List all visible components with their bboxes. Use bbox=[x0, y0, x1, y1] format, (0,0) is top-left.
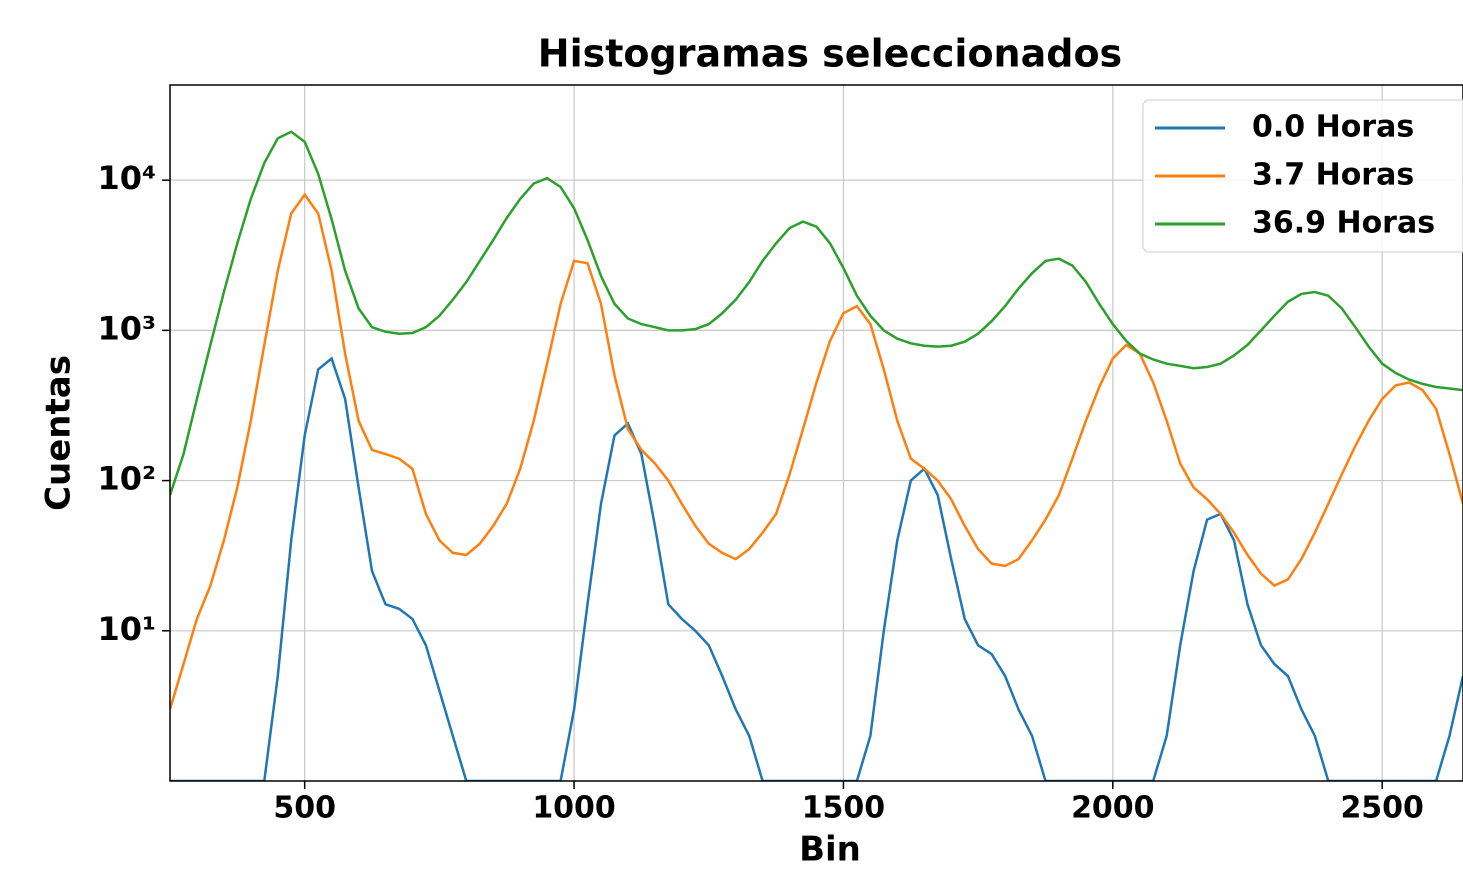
y-tick-label: 10² bbox=[97, 460, 156, 498]
legend-box bbox=[1142, 99, 1463, 253]
x-tick-label: 2500 bbox=[1340, 791, 1424, 826]
series-line bbox=[170, 356, 1463, 781]
series-line bbox=[170, 130, 1463, 496]
y-tick-label: 10¹ bbox=[97, 610, 156, 648]
series-line bbox=[170, 192, 1463, 710]
x-axis-label: Bin bbox=[799, 830, 861, 870]
y-axis-label: Cuentas bbox=[39, 355, 79, 511]
x-tick-label: 2000 bbox=[1071, 791, 1155, 826]
chart-title: Histogramas seleccionados bbox=[538, 32, 1122, 76]
legend-label: 0.0 Horas bbox=[1252, 110, 1414, 145]
legend-label: 3.7 Horas bbox=[1252, 158, 1414, 193]
x-tick-label: 1000 bbox=[532, 791, 616, 826]
y-tick-label: 10⁴ bbox=[97, 159, 156, 197]
x-tick-label: 1500 bbox=[802, 791, 886, 826]
x-tick-label: 500 bbox=[273, 791, 336, 826]
y-tick-label: 10³ bbox=[97, 309, 156, 347]
plot-frame bbox=[169, 84, 1463, 782]
legend-label: 36.9 Horas bbox=[1252, 206, 1435, 241]
